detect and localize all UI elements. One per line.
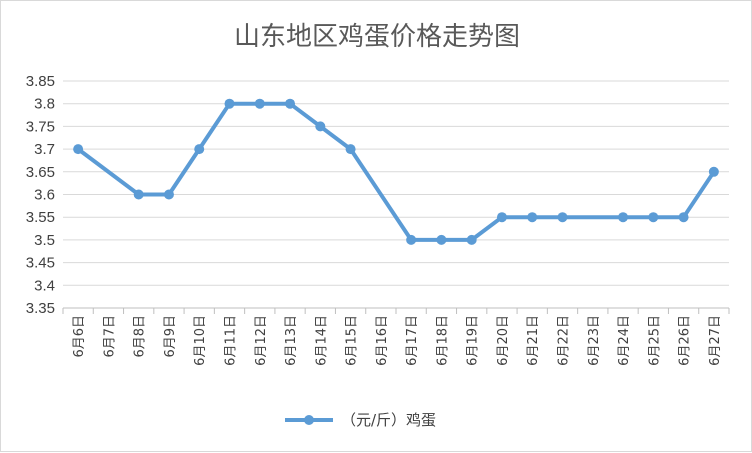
y-tick-label: 3.45 bbox=[26, 255, 55, 272]
legend-point-marker bbox=[304, 415, 314, 425]
x-tick-label: 6月22日 bbox=[557, 315, 572, 366]
y-tick-label: 3.75 bbox=[26, 118, 55, 135]
data-point bbox=[557, 212, 568, 223]
x-tick-label: 6月25日 bbox=[647, 315, 662, 366]
x-tick-label: 6月27日 bbox=[708, 315, 723, 366]
x-tick-label: 6月26日 bbox=[678, 315, 693, 366]
x-tick-label: 6月10日 bbox=[193, 315, 208, 366]
y-tick-label: 3.7 bbox=[34, 141, 55, 158]
x-tick-label: 6月24日 bbox=[617, 315, 632, 366]
x-tick-label: 6月19日 bbox=[466, 315, 481, 366]
x-tick-label: 6月13日 bbox=[284, 315, 299, 366]
data-point bbox=[648, 212, 659, 223]
y-tick-label: 3.35 bbox=[26, 300, 55, 317]
x-tick-label: 6月20日 bbox=[496, 315, 511, 366]
y-tick-label: 3.6 bbox=[34, 187, 55, 204]
x-tick-label: 6月9日 bbox=[163, 315, 178, 358]
y-tick-label: 3.65 bbox=[26, 164, 55, 181]
data-point bbox=[466, 234, 477, 245]
chart-title: 山东地区鸡蛋价格走势图 bbox=[234, 22, 520, 52]
data-point bbox=[618, 212, 629, 223]
data-point bbox=[163, 189, 174, 200]
legend: （元/斤）鸡蛋 bbox=[285, 411, 436, 429]
gridlines bbox=[62, 80, 730, 314]
y-axis-ticks: 3.35 3.4 3.45 3.5 3.55 3.6 3.65 3.7 3.75 3.8 3.85 bbox=[26, 73, 55, 317]
x-tick-label: 6月21日 bbox=[526, 315, 541, 366]
data-point bbox=[436, 234, 447, 245]
y-tick-label: 3.85 bbox=[26, 73, 55, 90]
y-tick-label: 3.8 bbox=[34, 96, 55, 113]
data-point bbox=[73, 144, 84, 155]
data-point bbox=[496, 212, 507, 223]
x-tick-label: 6月17日 bbox=[405, 315, 420, 366]
data-point bbox=[285, 98, 296, 109]
series-layer bbox=[73, 98, 719, 245]
y-tick-label: 3.4 bbox=[34, 277, 55, 294]
x-tick-label: 6月11日 bbox=[224, 315, 239, 366]
x-tick-label: 6月14日 bbox=[314, 315, 329, 366]
data-point bbox=[678, 212, 689, 223]
data-point bbox=[708, 166, 719, 177]
data-point bbox=[315, 121, 326, 132]
x-tick-label: 6月12日 bbox=[254, 315, 269, 366]
x-tick-label: 6月7日 bbox=[102, 315, 117, 358]
legend-label: （元/斤）鸡蛋 bbox=[341, 411, 436, 429]
data-point bbox=[345, 144, 356, 155]
data-point bbox=[133, 189, 144, 200]
x-axis-ticks: 6月6日 6月7日 6月8日 6月9日 6月10日 6月11日 6月12日 6月13日 6月14… bbox=[72, 315, 723, 366]
x-tick-label: 6月18日 bbox=[435, 315, 450, 366]
x-tick-label: 6月6日 bbox=[72, 315, 87, 358]
data-point bbox=[406, 234, 417, 245]
x-tick-label: 6月8日 bbox=[133, 315, 148, 358]
y-tick-label: 3.5 bbox=[34, 232, 55, 249]
x-tick-label: 6月23日 bbox=[587, 315, 602, 366]
y-tick-label: 3.55 bbox=[26, 209, 55, 226]
x-tick-label: 6月15日 bbox=[345, 315, 360, 366]
data-point bbox=[254, 98, 265, 109]
data-point bbox=[194, 144, 205, 155]
data-point bbox=[527, 212, 538, 223]
x-tick-label: 6月16日 bbox=[375, 315, 390, 366]
data-point bbox=[224, 98, 235, 109]
